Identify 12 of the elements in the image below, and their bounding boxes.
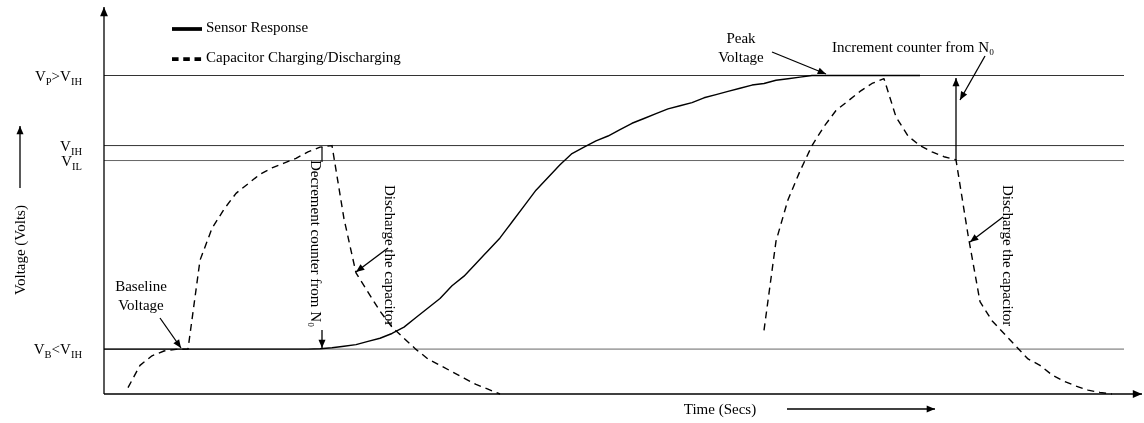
x-axis-title: Time (Secs) [683, 401, 757, 418]
legend-label: Capacitor Charging/Discharging [206, 49, 401, 66]
annotation: Discharge the capacitor [1000, 185, 1016, 327]
annotation: Decrement counter from N₀ [308, 160, 324, 328]
legend-label: Sensor Response [206, 19, 309, 36]
ref-line-label: V$_{P}$>V$_{IH}$ [34, 67, 83, 87]
text: Voltage (Volts) [12, 205, 29, 295]
annotation: Baseline Voltage [115, 278, 168, 313]
ref-line-label: V$_{B}$<V$_{IH}$ [33, 341, 83, 361]
text: Peak Voltage [718, 30, 765, 65]
annotation: Discharge the capacitor [382, 185, 398, 327]
text: Increment counter from N₀ [832, 39, 995, 55]
